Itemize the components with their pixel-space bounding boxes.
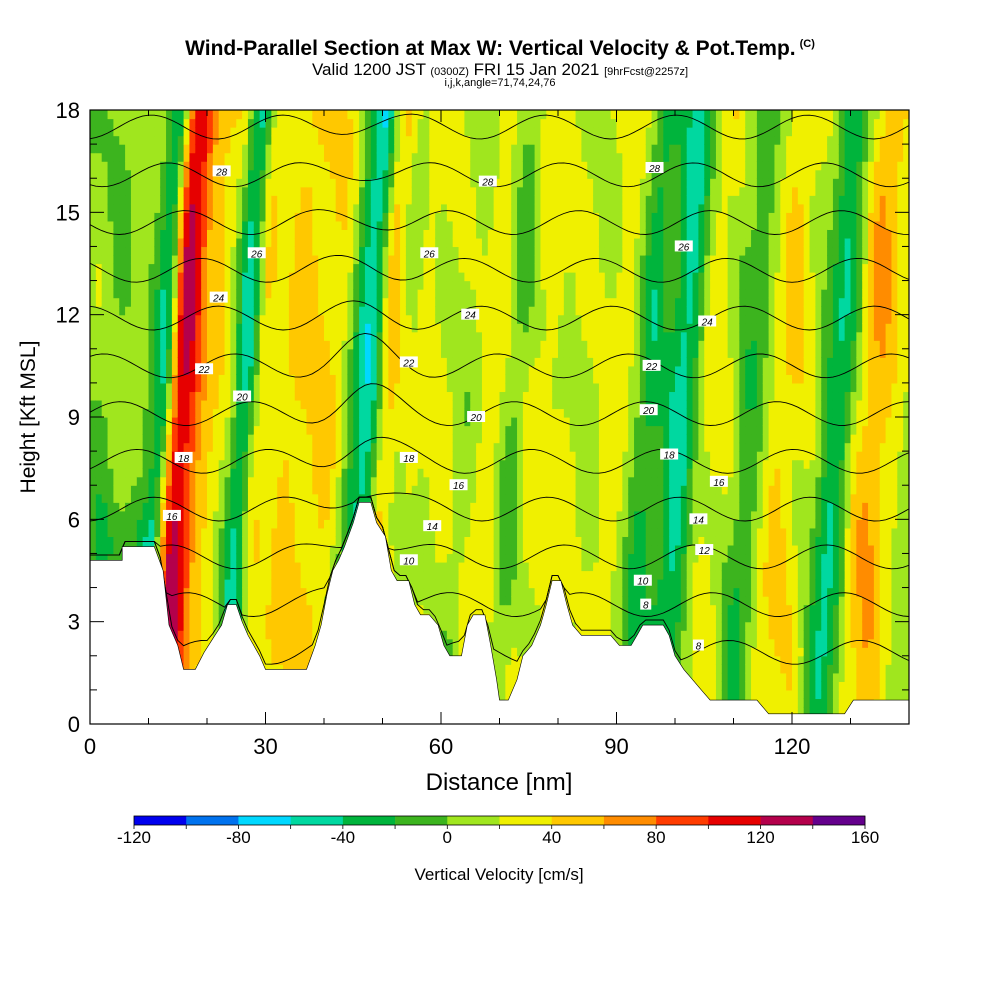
chart-title: Wind-Parallel Section at Max W: Vertical… (0, 37, 1000, 61)
section-indices: i,j,k,angle=71,74,24,76 (444, 77, 556, 89)
x-axis-label: Distance [nm] (426, 769, 573, 796)
colorbar-swatch (760, 816, 814, 825)
colorbar-tick-label: 160 (851, 828, 879, 847)
colorbar-label: Vertical Velocity [cm/s] (414, 865, 583, 884)
colorbar-tick-label: -120 (117, 828, 151, 847)
colorbar-tick-label: 40 (542, 828, 561, 847)
contour-label: 22 (195, 363, 214, 376)
contour-label: 16 (449, 479, 468, 492)
y-tick-label: 3 (68, 610, 80, 635)
contour-label: 26 (247, 247, 266, 260)
isentrope (90, 496, 909, 570)
colorbar-swatch (656, 816, 709, 825)
colorbar-swatch (551, 816, 605, 825)
colorbar-swatch (342, 816, 396, 825)
title-mark: (C) (799, 38, 815, 50)
contour-label: 28 (478, 175, 497, 189)
colorbar-tick-label: -40 (331, 828, 356, 847)
contour-label: 22 (642, 359, 661, 373)
colorbar-swatch (812, 816, 866, 825)
y-tick-label: 0 (68, 712, 80, 737)
contour-label: 18 (174, 451, 193, 465)
contour-label: 16 (162, 509, 181, 523)
contour-label: 10 (633, 574, 652, 588)
y-tick-label: 6 (68, 507, 80, 532)
contour-label: 20 (233, 390, 252, 404)
colorbar-tick-label: -80 (226, 828, 251, 847)
isentrope (90, 162, 909, 188)
potential-temperature-contours (90, 113, 909, 665)
y-tick-label: 9 (68, 405, 80, 430)
colorbar-swatch (447, 816, 500, 825)
isentrope (90, 436, 909, 474)
contour-label: 24 (209, 291, 228, 305)
isentrope (90, 113, 909, 140)
contour-label: 14 (423, 520, 442, 533)
contour-label: 22 (399, 356, 418, 369)
isentrope (90, 209, 909, 235)
isentrope (90, 300, 909, 331)
contour-label: 10 (399, 554, 418, 567)
axes: 0 30 60 90 120 0 3 6 9 12 15 18 (56, 98, 910, 759)
terrain-mask (90, 502, 909, 724)
contour-label: 18 (660, 448, 679, 462)
contour-label: 8 (640, 598, 652, 612)
colorbar-swatch (603, 816, 657, 825)
colorbar-tick-label: 120 (746, 828, 774, 847)
colorbar-swatch (134, 816, 187, 825)
contour-label: 28 (212, 165, 231, 178)
contour-label: 14 (689, 513, 708, 526)
colorbar: -120 -80 -40 0 40 80 120 160 (117, 815, 879, 847)
valid-zulu: (0300Z) (430, 66, 469, 78)
contour-label: 16 (709, 475, 728, 489)
contour-label: 24 (698, 315, 717, 328)
isentrope (90, 383, 909, 426)
colorbar-swatch (499, 816, 553, 825)
contour-label: 26 (420, 247, 439, 260)
colorbar-tick-label: 80 (647, 828, 666, 847)
contour-label: 8 (692, 639, 704, 653)
colorbar-swatch (238, 816, 291, 825)
contour-label: 28 (645, 161, 664, 175)
isentrope (90, 332, 909, 379)
isentrope (90, 254, 909, 283)
isentrope (90, 496, 909, 665)
chart-subtitle: Valid 1200 JST (0300Z) FRI 15 Jan 2021 [… (0, 60, 1000, 80)
x-tick-label: 90 (604, 734, 628, 759)
colorbar-swatch (186, 816, 239, 825)
colorbar-swatch (290, 816, 344, 825)
y-tick-label: 18 (56, 98, 80, 123)
colorbar-swatch (395, 816, 448, 825)
valid-time: Valid 1200 JST (311, 60, 426, 79)
contour-label: 24 (461, 308, 480, 322)
contour-label: 20 (639, 404, 658, 417)
contour-label: 18 (399, 451, 418, 465)
x-tick-label: 30 (253, 734, 277, 759)
contour-label: 20 (467, 411, 486, 424)
x-tick-label: 120 (774, 734, 811, 759)
colorbar-tick-label: 0 (443, 828, 452, 847)
isentrope (90, 492, 909, 522)
contour-label: 12 (695, 544, 714, 557)
forecast-info: [9hrFcst@2257z] (604, 66, 689, 78)
isentrope (90, 496, 909, 617)
y-tick-label: 15 (56, 200, 80, 225)
contour-label: 26 (674, 240, 693, 253)
y-tick-label: 12 (56, 303, 80, 328)
title-main-text: Wind-Parallel Section at Max W: Vertical… (185, 37, 796, 60)
colorbar-swatch (708, 816, 761, 825)
x-tick-label: 60 (429, 734, 453, 759)
y-axis-label: Height [Kft MSL] (17, 341, 40, 494)
contour-labels: 8 8 10 10 12 14 14 16 16 16 18 18 18 20 20 20 22 22 22 24 24… (162, 161, 728, 653)
valid-date: FRI 15 Jan 2021 (473, 60, 600, 79)
x-tick-label: 0 (84, 734, 96, 759)
